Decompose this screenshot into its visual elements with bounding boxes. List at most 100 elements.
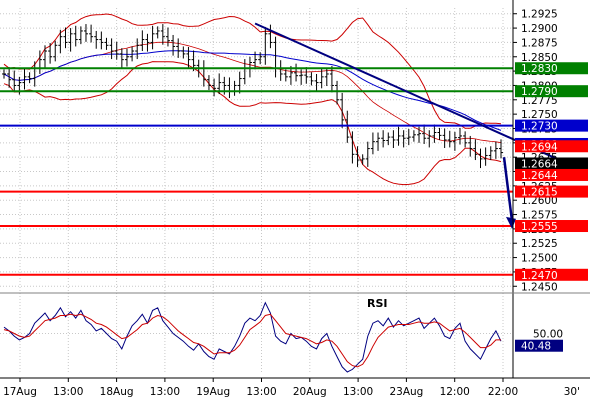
price-tag-label: 1.2555 bbox=[521, 221, 558, 233]
price-tag-box bbox=[515, 168, 588, 181]
price-tag-label: 1.2644 bbox=[521, 170, 558, 182]
price-tag-box bbox=[515, 62, 588, 75]
price-bar bbox=[376, 132, 381, 151]
time-tick-label: 13:00 bbox=[150, 386, 180, 398]
time-tick-label: 23Aug bbox=[389, 386, 423, 398]
time-axis: 17Aug 13:00 18Aug 13:00 19Aug 13:00 20Aug 13:00… bbox=[0, 377, 590, 398]
price-bar bbox=[155, 26, 160, 39]
price-bar bbox=[499, 139, 503, 159]
bollinger-lower-band bbox=[3, 61, 502, 186]
price-bar bbox=[99, 31, 104, 50]
moving-average-line bbox=[3, 50, 502, 131]
price-bar bbox=[171, 34, 176, 56]
time-tick-label: 17Aug bbox=[3, 386, 37, 398]
price-bar bbox=[258, 52, 263, 65]
price-bar bbox=[452, 131, 457, 151]
price-bar bbox=[391, 130, 396, 148]
price-tag-label: 1.2730 bbox=[521, 121, 558, 133]
price-bar bbox=[114, 41, 119, 60]
price-tag-label: 1.2664 bbox=[521, 158, 558, 170]
price-bar bbox=[68, 28, 73, 52]
price-bar bbox=[488, 146, 493, 161]
price-tag-label: 1.2790 bbox=[521, 86, 558, 98]
price-bar bbox=[406, 129, 411, 146]
price-bar bbox=[350, 131, 355, 164]
price-bar bbox=[165, 27, 170, 47]
price-bar bbox=[124, 48, 129, 67]
price-tick-label: 1.2925 bbox=[521, 9, 558, 21]
price-bar bbox=[63, 27, 68, 49]
price-bar bbox=[253, 51, 258, 70]
time-tick-label: 13:00 bbox=[53, 386, 83, 398]
price-bar bbox=[7, 67, 12, 88]
price-tag-box bbox=[515, 85, 588, 98]
price-tick-label: 1.2575 bbox=[521, 210, 558, 222]
forecast-arrow bbox=[502, 157, 516, 229]
price-bar bbox=[27, 72, 32, 84]
price-bar bbox=[150, 25, 155, 50]
price-bar bbox=[478, 148, 483, 169]
price-bar bbox=[483, 147, 488, 166]
price-bar bbox=[473, 139, 478, 161]
time-tick-label: 19Aug bbox=[196, 386, 230, 398]
rsi-line bbox=[3, 301, 502, 373]
price-tick-label: 1.2875 bbox=[521, 37, 558, 49]
price-bar bbox=[42, 45, 47, 69]
price-bar bbox=[206, 75, 211, 91]
price-tick-label: 1.2900 bbox=[521, 23, 558, 35]
price-bar bbox=[12, 70, 17, 92]
price-bar bbox=[212, 78, 217, 97]
price-bar bbox=[360, 154, 365, 165]
price-bar bbox=[181, 46, 186, 59]
price-bar bbox=[447, 130, 452, 148]
price-bar bbox=[299, 69, 304, 85]
price-bar bbox=[381, 130, 386, 148]
price-bar bbox=[324, 68, 329, 87]
price-tag-box bbox=[515, 185, 588, 198]
price-bar bbox=[176, 38, 181, 58]
timeframe-label: 30' bbox=[564, 386, 580, 398]
price-tag-label: 1.2470 bbox=[521, 270, 558, 282]
price-tag-box bbox=[515, 268, 588, 281]
price-bar bbox=[278, 60, 283, 81]
price-bar bbox=[109, 38, 114, 60]
price-bar bbox=[268, 24, 273, 49]
price-bar bbox=[160, 24, 165, 45]
rsi-title: RSI bbox=[367, 297, 388, 310]
horizontal-levels bbox=[0, 67, 513, 276]
price-tag-label: 1.2694 bbox=[521, 141, 558, 153]
rsi-signal-line bbox=[3, 313, 501, 368]
price-bar bbox=[104, 37, 109, 50]
price-bar bbox=[119, 48, 124, 69]
price-bar bbox=[340, 92, 345, 128]
rsi-value-box bbox=[515, 339, 563, 352]
price-bar bbox=[73, 25, 78, 47]
rsi-value-label: 40.48 bbox=[521, 341, 551, 353]
price-tags: 1.2830 1.2790 1.2730 1.2615 1.2555 1.2470 1.26… bbox=[515, 62, 588, 282]
price-tick-label: 1.2525 bbox=[521, 238, 558, 250]
price-bar bbox=[294, 63, 299, 82]
price-bar bbox=[227, 77, 232, 99]
price-bar bbox=[458, 127, 463, 145]
price-bar bbox=[309, 72, 314, 86]
price-bar bbox=[396, 126, 401, 146]
price-bar bbox=[53, 40, 58, 62]
price-tag-box bbox=[515, 220, 588, 233]
time-tick-label: 13:00 bbox=[343, 386, 373, 398]
price-tick-label: 1.2500 bbox=[521, 253, 558, 265]
price-bar bbox=[329, 65, 334, 93]
price-bar bbox=[232, 80, 237, 96]
price-bar bbox=[32, 61, 37, 87]
price-bar bbox=[283, 69, 288, 82]
price-bar bbox=[386, 132, 391, 146]
price-bar bbox=[247, 56, 252, 78]
price-bar bbox=[468, 135, 473, 157]
price-bar bbox=[335, 80, 340, 105]
time-tick-label: 12:00 bbox=[440, 386, 470, 398]
price-bar bbox=[432, 124, 437, 143]
price-bar bbox=[140, 30, 145, 52]
price-bar bbox=[411, 130, 416, 142]
